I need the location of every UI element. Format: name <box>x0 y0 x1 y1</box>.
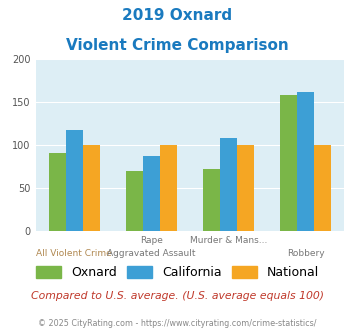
Bar <box>237 145 254 231</box>
Bar <box>49 153 66 231</box>
Text: Rape: Rape <box>140 236 163 245</box>
Bar <box>203 169 220 231</box>
Text: Robbery: Robbery <box>287 249 324 258</box>
Bar <box>160 145 177 231</box>
Bar <box>280 95 297 231</box>
Bar <box>66 130 83 231</box>
Text: Murder & Mans...: Murder & Mans... <box>190 236 267 245</box>
Text: 2019 Oxnard: 2019 Oxnard <box>122 8 233 23</box>
Bar <box>126 171 143 231</box>
Bar <box>83 145 100 231</box>
Legend: Oxnard, California, National: Oxnard, California, National <box>32 262 323 283</box>
Text: All Violent Crime: All Violent Crime <box>36 249 112 258</box>
Text: Compared to U.S. average. (U.S. average equals 100): Compared to U.S. average. (U.S. average … <box>31 291 324 301</box>
Bar <box>297 92 314 231</box>
Text: © 2025 CityRating.com - https://www.cityrating.com/crime-statistics/: © 2025 CityRating.com - https://www.city… <box>38 319 317 328</box>
Bar <box>220 138 237 231</box>
Bar <box>143 156 160 231</box>
Text: Aggravated Assault: Aggravated Assault <box>107 249 196 258</box>
Bar <box>314 145 331 231</box>
Text: Violent Crime Comparison: Violent Crime Comparison <box>66 38 289 53</box>
